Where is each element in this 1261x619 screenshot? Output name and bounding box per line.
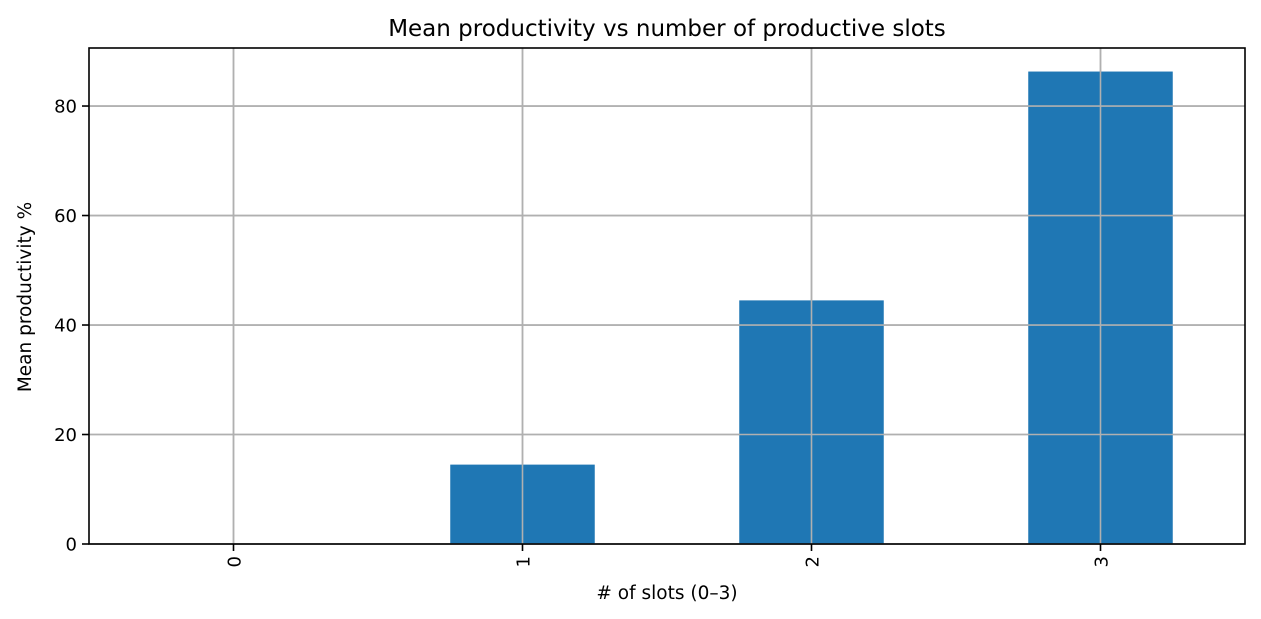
y-tick-label: 40 xyxy=(54,316,77,337)
y-tick-label: 0 xyxy=(66,535,77,556)
x-tick-label: 0 xyxy=(225,556,246,567)
y-axis-label: Mean productivity % xyxy=(15,202,36,392)
y-tick-label: 20 xyxy=(54,425,77,446)
chart-title: Mean productivity vs number of productiv… xyxy=(388,16,946,42)
x-tick-label: 2 xyxy=(803,556,824,567)
x-axis-label: # of slots (0–3) xyxy=(596,583,737,604)
x-tick-label: 1 xyxy=(514,556,535,567)
tick-layer: 0 20 40 60 80 0 1 2 3 xyxy=(54,97,1112,568)
axes-frame xyxy=(88,47,1246,545)
y-tick-label: 60 xyxy=(54,206,77,227)
y-tick-label: 80 xyxy=(54,97,77,118)
x-tick-label: 3 xyxy=(1092,556,1113,567)
